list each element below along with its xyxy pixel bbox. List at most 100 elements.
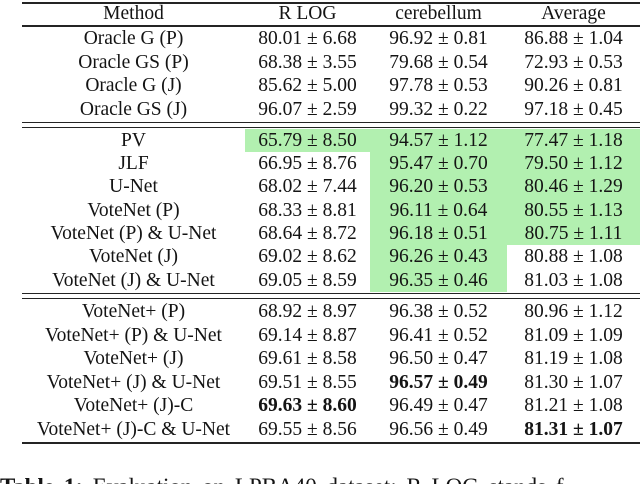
value-cell: 68.92 ± 8.97 xyxy=(258,301,357,322)
value-cell: 85.62 ± 5.00 xyxy=(258,75,357,96)
table-row: VoteNet (P) & U-Net 68.64 ± 8.72 96.18 ± 0… xyxy=(0,222,640,246)
value-cell: 86.88 ± 1.04 xyxy=(524,28,623,49)
value-cell: 81.03 ± 1.08 xyxy=(524,269,623,291)
table-row: U-Net 68.02 ± 7.44 96.20 ± 0.53 80.46 ± 1.2… xyxy=(0,175,640,199)
value-cell: 96.07 ± 2.59 xyxy=(258,98,357,120)
value-cell: 77.47 ± 1.18 xyxy=(507,129,640,153)
method-cell: U-Net xyxy=(109,176,158,198)
value-cell: 96.56 ± 0.49 xyxy=(389,418,488,440)
table-row: Oracle GS (J) 96.07 ± 2.59 99.32 ± 0.22 97.… xyxy=(0,98,640,122)
value-cell: 81.31 ± 1.07 xyxy=(524,418,623,440)
table-row: VoteNet+ (J) & U-Net 69.51 ± 8.55 96.57 ± … xyxy=(0,371,640,395)
method-cell: JLF xyxy=(118,153,149,175)
value-cell: 69.63 ± 8.60 xyxy=(258,395,357,416)
value-cell: 69.51 ± 8.55 xyxy=(258,371,357,393)
table-row: Oracle G (J) 85.62 ± 5.00 97.78 ± 0.53 90.2… xyxy=(0,74,640,98)
method-cell: VoteNet+ (J) xyxy=(83,348,184,369)
value-cell: 95.47 ± 0.70 xyxy=(370,152,507,176)
column-header-average: Average xyxy=(541,3,606,25)
method-cell: Oracle G (P) xyxy=(83,28,184,49)
method-cell: VoteNet+ (J) & U-Net xyxy=(46,371,221,393)
table-row: PV 65.79 ± 8.50 94.57 ± 1.12 77.47 ± 1.18 xyxy=(0,129,640,153)
table-row: VoteNet (J) & U-Net 69.05 ± 8.59 96.35 ± 0… xyxy=(0,268,640,292)
table-header-rule xyxy=(22,25,640,27)
value-cell: 96.35 ± 0.46 xyxy=(370,268,507,292)
method-cell: Oracle GS (P) xyxy=(78,51,189,73)
table-row: Oracle G (P) 80.01 ± 6.68 96.92 ± 0.81 86.8… xyxy=(0,27,640,51)
table-row: VoteNet+ (P) & U-Net 69.14 ± 8.87 96.41 ± … xyxy=(0,324,640,348)
value-cell: 80.88 ± 1.08 xyxy=(524,246,623,268)
method-cell: VoteNet+ (J)-C xyxy=(73,395,194,416)
value-cell: 79.50 ± 1.12 xyxy=(507,152,640,176)
table-row: VoteNet+ (J)-C & U-Net 69.55 ± 8.56 96.56 … xyxy=(0,418,640,442)
method-cell: VoteNet+ (P) xyxy=(81,301,186,322)
table-section-oracle: Oracle G (P) 80.01 ± 6.68 96.92 ± 0.81 86.8… xyxy=(0,27,640,121)
method-cell: PV xyxy=(121,129,146,151)
table-row: VoteNet (P) 68.33 ± 8.81 96.11 ± 0.64 80.55… xyxy=(0,198,640,223)
value-cell: 96.26 ± 0.43 xyxy=(370,245,507,269)
table-row: VoteNet+ (P) 68.92 ± 8.97 96.38 ± 0.52 80.9… xyxy=(0,300,640,324)
value-cell: 96.50 ± 0.47 xyxy=(389,348,488,369)
value-cell: 81.30 ± 1.07 xyxy=(524,371,623,393)
table-section-baselines: PV 65.79 ± 8.50 94.57 ± 1.12 77.47 ± 1.18 JL… xyxy=(0,129,640,292)
value-cell: 94.57 ± 1.12 xyxy=(370,129,507,153)
value-cell: 90.26 ± 0.81 xyxy=(524,75,623,96)
value-cell: 81.19 ± 1.08 xyxy=(524,348,623,369)
value-cell: 96.57 ± 0.49 xyxy=(389,371,488,393)
value-cell: 96.38 ± 0.52 xyxy=(389,301,488,322)
value-cell: 80.75 ± 1.11 xyxy=(507,222,640,246)
method-cell: VoteNet+ (P) & U-Net xyxy=(45,324,222,346)
value-cell: 68.38 ± 3.55 xyxy=(258,51,357,73)
value-cell: 96.92 ± 0.81 xyxy=(389,28,488,49)
table-row: JLF 66.95 ± 8.76 95.47 ± 0.70 79.50 ± 1.12 xyxy=(0,152,640,176)
value-cell: 96.11 ± 0.64 xyxy=(370,198,507,223)
value-cell: 80.55 ± 1.13 xyxy=(507,198,640,223)
table-row: Oracle GS (P) 68.38 ± 3.55 79.68 ± 0.54 72.… xyxy=(0,51,640,75)
column-header-rlog: R LOG xyxy=(278,3,337,25)
value-cell: 72.93 ± 0.53 xyxy=(524,51,623,73)
value-cell: 79.68 ± 0.54 xyxy=(389,51,488,73)
value-cell: 68.33 ± 8.81 xyxy=(258,199,357,221)
value-cell: 69.02 ± 8.62 xyxy=(258,246,357,268)
value-cell: 69.05 ± 8.59 xyxy=(258,269,357,291)
table-bottom-rule xyxy=(22,441,640,444)
value-cell: 96.18 ± 0.51 xyxy=(370,222,507,246)
value-cell: 96.20 ± 0.53 xyxy=(370,175,507,199)
table-top-rule xyxy=(22,2,640,4)
section-divider-rule xyxy=(22,121,640,124)
value-cell: 68.64 ± 8.72 xyxy=(258,223,357,245)
value-cell: 66.95 ± 8.76 xyxy=(258,153,357,175)
section-divider-rule xyxy=(22,297,640,300)
value-cell: 69.14 ± 8.87 xyxy=(258,324,357,346)
value-cell: 80.46 ± 1.29 xyxy=(507,175,640,199)
section-divider-rule xyxy=(22,126,640,129)
method-cell: VoteNet (J) xyxy=(89,246,178,268)
value-cell: 81.09 ± 1.09 xyxy=(524,324,623,346)
table-section-votenet-plus: VoteNet+ (P) 68.92 ± 8.97 96.38 ± 0.52 80.9… xyxy=(0,300,640,441)
column-header-method: Method xyxy=(103,3,164,25)
caption-label: Table 1: xyxy=(0,474,83,484)
method-cell: Oracle G (J) xyxy=(85,75,182,96)
value-cell: 96.41 ± 0.52 xyxy=(389,324,488,346)
method-cell: VoteNet+ (J)-C & U-Net xyxy=(36,418,231,440)
value-cell: 97.18 ± 0.45 xyxy=(524,98,623,120)
method-cell: VoteNet (P) & U-Net xyxy=(50,223,217,245)
value-cell: 80.01 ± 6.68 xyxy=(258,28,357,49)
table-row: VoteNet (J) 69.02 ± 8.62 96.26 ± 0.43 80.88… xyxy=(0,245,640,269)
table-header-row: Method R LOG cerebellum Average xyxy=(0,3,640,25)
value-cell: 65.79 ± 8.50 xyxy=(245,129,370,153)
method-cell: Oracle GS (J) xyxy=(79,98,188,120)
method-cell: VoteNet (P) xyxy=(87,199,180,221)
table-caption: Table 1: Evaluation on LPBA40 dataset: R… xyxy=(0,474,640,484)
value-cell: 97.78 ± 0.53 xyxy=(389,75,488,96)
value-cell: 96.49 ± 0.47 xyxy=(389,395,488,416)
value-cell: 68.02 ± 7.44 xyxy=(258,176,357,198)
table-row: VoteNet+ (J)-C 69.63 ± 8.60 96.49 ± 0.47 81… xyxy=(0,394,640,418)
value-cell: 69.55 ± 8.56 xyxy=(258,418,357,440)
value-cell: 81.21 ± 1.08 xyxy=(524,395,623,416)
value-cell: 80.96 ± 1.12 xyxy=(524,301,623,322)
caption-text: Evaluation on LPBA40 dataset: R LOG stan… xyxy=(83,474,564,484)
column-header-cerebellum: cerebellum xyxy=(395,3,482,25)
value-cell: 99.32 ± 0.22 xyxy=(389,98,488,120)
